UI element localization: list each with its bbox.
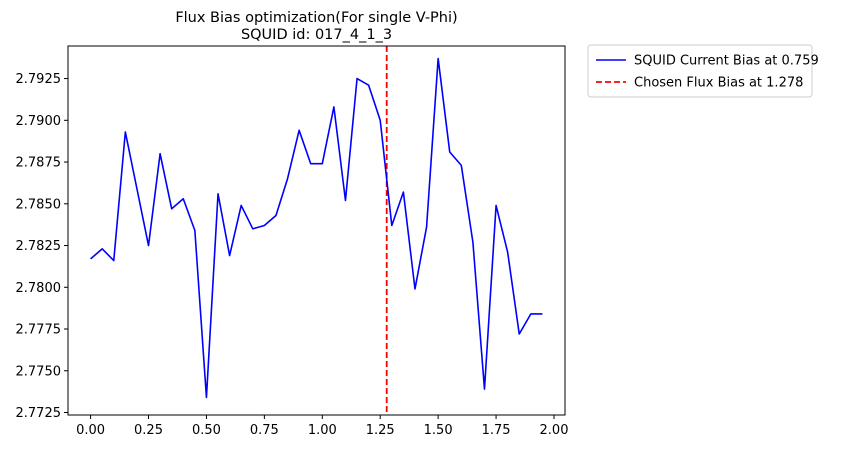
y-tick-label: 2.7750 [16,364,62,379]
legend-box [587,44,813,98]
x-axis: 0.00 0.25 0.50 0.75 1.00 1.25 1.50 1.75 2.00 [76,415,568,438]
x-tick-label: 2.00 [540,423,569,438]
legend-label-squid-current-bias: SQUID Current Bias at 0.759 [634,54,819,69]
plot-frame [67,45,566,416]
x-tick-label: 0.00 [76,423,105,438]
y-tick-label: 2.7775 [16,323,62,338]
squid-current-bias-line [90,57,543,399]
chart-title-line2: SQUID id: 017_4_1_3 [241,27,392,43]
x-tick-label: 1.25 [366,423,395,438]
y-axis: 2.7725 2.7750 2.7775 2.7800 2.7825 2.7850 2.78… [16,72,68,421]
x-tick-label: 0.25 [134,423,163,438]
y-tick-label: 2.7875 [16,156,62,171]
x-tick-label: 0.50 [192,423,221,438]
legend: SQUID Current Bias at 0.759 Chosen Flux … [587,44,819,98]
y-tick-label: 2.7925 [16,72,62,87]
legend-label-chosen-flux-bias: Chosen Flux Bias at 1.278 [634,76,803,91]
y-tick-label: 2.7800 [16,281,62,296]
y-tick-label: 2.7850 [16,197,62,212]
x-tick-label: 1.00 [308,423,337,438]
y-tick-label: 2.7725 [16,406,62,421]
x-tick-label: 1.75 [482,423,511,438]
x-tick-label: 1.50 [424,423,453,438]
plot-area [67,45,566,416]
x-tick-label: 0.75 [250,423,279,438]
y-tick-label: 2.7900 [16,114,62,129]
y-tick-label: 2.7825 [16,239,62,254]
chart-title-line1: Flux Bias optimization(For single V-Phi) [175,10,457,26]
